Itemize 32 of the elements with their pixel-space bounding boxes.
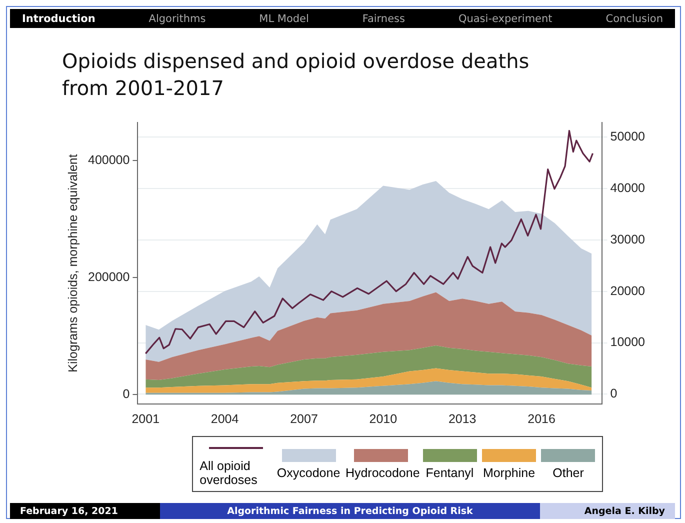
text: Algorithms: [148, 12, 206, 24]
y2-tick-label: 0: [610, 386, 618, 401]
y2-tick-label: 10000: [610, 335, 646, 350]
y2-tick-label: 30000: [610, 232, 646, 246]
legend-label: All opioid overdoses: [200, 458, 258, 486]
x-tick-label: 2016: [528, 412, 556, 426]
legend-label: Other: [552, 466, 584, 480]
x-tick-label: 2004: [210, 412, 239, 426]
x-tick-label: 2001: [132, 412, 160, 426]
legend-label: Hydrocodone: [345, 466, 420, 480]
x-tick-label: 2007: [290, 412, 318, 426]
y-tick-label: 0: [122, 387, 130, 402]
text: Algorithmic Fairness in Predicting Opioid Risk: [160, 503, 540, 519]
y-axis-title: Kilograms opioids, morphine equivalent: [66, 154, 80, 372]
legend-label: Morphine: [482, 466, 536, 480]
text: February 16, 2021: [10, 503, 160, 519]
text: Introduction: [22, 12, 96, 24]
y-tick-label: 400000: [88, 152, 130, 167]
x-tick-label: 2013: [448, 412, 476, 426]
chart-title: Opioids dispensed and opioid overdose deaths from 2001-2017: [62, 48, 530, 102]
legend-label: Fentanyl: [426, 466, 474, 480]
y-tick-label: 200000: [88, 270, 130, 284]
legend-label: Oxycodone: [276, 466, 340, 480]
y2-tick-label: 40000: [610, 180, 646, 195]
y2-tick-label: 20000: [610, 284, 646, 298]
text: Quasi-experiment: [458, 12, 552, 24]
y2-tick-label: 50000: [610, 129, 646, 144]
text: ML Model: [259, 12, 309, 24]
text: Fairness: [362, 12, 405, 24]
text: Angela E. Kilby: [540, 503, 675, 519]
text: Conclusion: [606, 12, 663, 24]
x-tick-label: 2010: [369, 412, 398, 426]
